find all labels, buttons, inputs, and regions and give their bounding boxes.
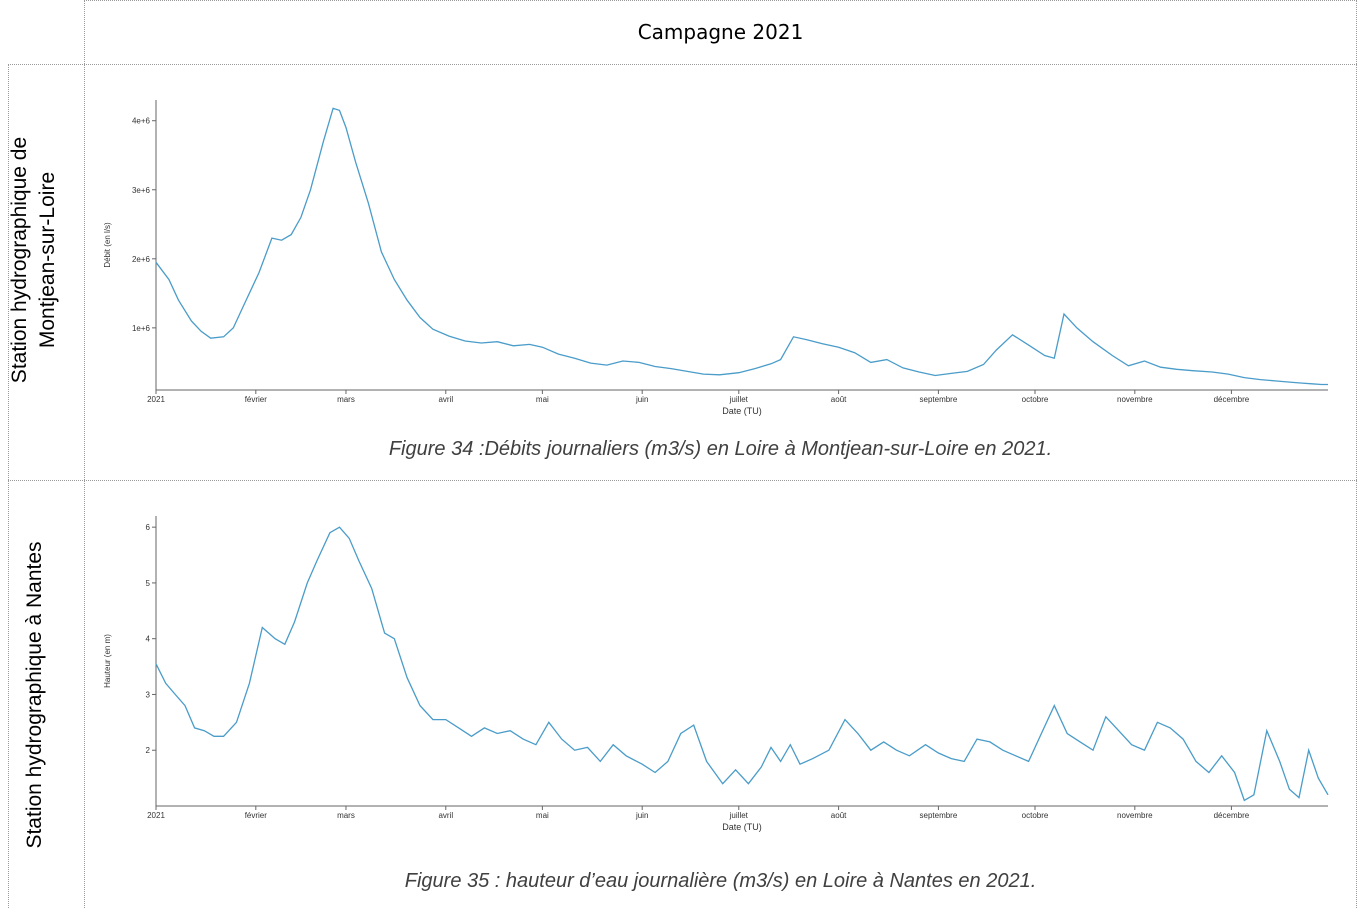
chart-nantes-water-height: 2 3 4 5 6 2021 février mars avril mai juin juillet a… [103, 516, 1329, 832]
x-tick-label: juin [635, 811, 648, 820]
x-tick-label: décembre [1214, 395, 1250, 404]
row1-label-line2: Montjean-sur-Loire [36, 171, 59, 349]
series-line [155, 107, 1328, 386]
row1-label-line1: Station hydrographique de [8, 136, 31, 384]
y-axis-label: Hauteur (en m) [103, 634, 112, 688]
y-tick-label: 3 [146, 690, 151, 699]
x-tick-label: septembre [920, 395, 958, 404]
table-border-row1-top [8, 64, 1357, 65]
x-tick-label: 2021 [147, 811, 165, 820]
y-tick-label: 4e+6 [132, 117, 151, 126]
x-axis-label: Date (TU) [722, 406, 762, 416]
x-tick-label: août [831, 811, 847, 820]
x-tick-label: mars [337, 395, 355, 404]
x-tick-label: mai [536, 395, 549, 404]
x-tick-label: juillet [729, 811, 749, 820]
x-tick-label: juin [635, 395, 648, 404]
x-tick-label: septembre [920, 811, 958, 820]
x-tick-label: 2021 [147, 395, 165, 404]
y-axis-label: Débit (en l/s) [103, 222, 112, 268]
x-tick-label: février [245, 395, 268, 404]
x-tick-label: novembre [1117, 811, 1153, 820]
series-line [155, 526, 1329, 802]
x-tick-label: avril [438, 811, 453, 820]
table-border-inner-left [84, 64, 85, 908]
row2-label-line1: Station hydrographique à Nantes [23, 541, 46, 849]
x-tick-label: décembre [1214, 811, 1250, 820]
x-axis-label: Date (TU) [722, 822, 762, 832]
x-tick-label: novembre [1117, 395, 1153, 404]
x-tick-label: octobre [1022, 811, 1049, 820]
campaign-title: Campagne 2021 [637, 20, 804, 44]
y-tick-label: 3e+6 [132, 186, 151, 195]
chart-montjean-discharge: 1e+6 2e+6 3e+6 4e+6 2021 février mars avril mai j… [103, 100, 1328, 416]
x-tick-label: octobre [1022, 395, 1049, 404]
x-tick-label: mai [536, 811, 549, 820]
y-tick-label: 1e+6 [132, 324, 151, 333]
y-tick-label: 2e+6 [132, 255, 151, 264]
row1-station-label: Station hydrographique de Montjean-sur-L… [6, 60, 66, 460]
x-tick-label: juillet [729, 395, 749, 404]
table-border-left-title [84, 0, 85, 64]
x-tick-label: août [831, 395, 847, 404]
y-tick-label: 5 [146, 579, 151, 588]
caption-figure-34: Figure 34 :Débits journaliers (m3/s) en … [388, 438, 1053, 460]
row2-station-label: Station hydrographique à Nantes [21, 495, 51, 895]
y-tick-label: 2 [146, 746, 151, 755]
x-tick-label: mars [337, 811, 355, 820]
table-border-row2-top [8, 480, 1357, 481]
x-tick-label: février [245, 811, 268, 820]
x-tick-label: avril [438, 395, 453, 404]
y-tick-label: 6 [146, 523, 151, 532]
y-tick-label: 4 [146, 635, 151, 644]
table-border-outer-left [8, 64, 9, 908]
table-border-top [84, 0, 1357, 1]
caption-figure-35: Figure 35 : hauteur d’eau journalière (m… [404, 870, 1037, 892]
